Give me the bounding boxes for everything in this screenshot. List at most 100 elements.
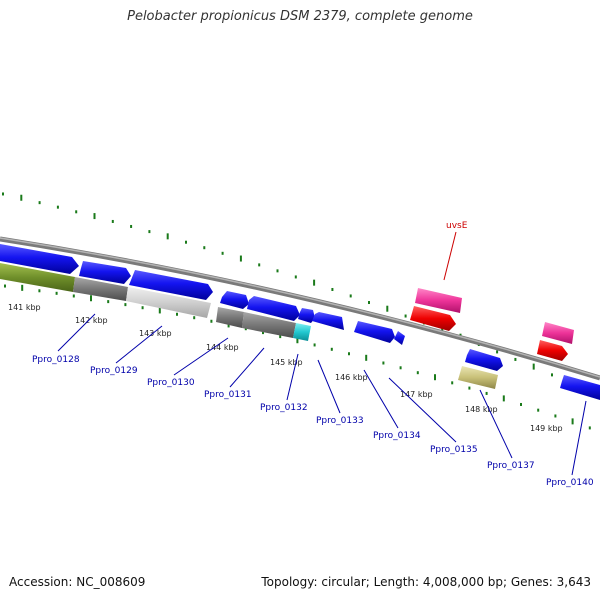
cds-ppro-0131-b[interactable] <box>247 296 300 321</box>
label-leader-line <box>286 353 299 401</box>
misc-feature-ppro-0131[interactable] <box>216 307 244 328</box>
lower-track-dot <box>107 300 110 304</box>
cds-ppro-0128[interactable] <box>0 244 79 274</box>
label-leader-line <box>57 313 96 352</box>
gene-ppro-0128[interactable] <box>0 263 75 292</box>
upper-track-dot <box>166 233 169 240</box>
lower-track-dot <box>365 354 368 361</box>
gene-label: Ppro_0131 <box>204 390 252 400</box>
gene-label: Ppro_0135 <box>430 445 478 455</box>
kbp-tick-label: 143 kbp <box>139 329 172 338</box>
lower-track-dot <box>434 374 436 381</box>
misc-feature-ppro-0129[interactable] <box>73 277 128 301</box>
map-title: Pelobacter propionicus DSM 2379, complet… <box>127 9 473 24</box>
lower-track-dot <box>4 284 6 288</box>
cds-ppro-0130[interactable] <box>129 270 213 300</box>
lower-track-dot <box>72 294 75 298</box>
gene-label: Ppro_0132 <box>260 403 308 413</box>
cds-ppro-0135[interactable] <box>394 331 405 345</box>
lower-track-dot <box>158 307 161 314</box>
label-leader-line <box>115 325 163 364</box>
upper-track-dot <box>276 269 279 273</box>
label-leader-line <box>363 369 399 429</box>
misc-feature-ppro-0133[interactable] <box>293 323 311 341</box>
gene-uvse[interactable] <box>415 288 462 313</box>
upper-track-dot <box>496 350 499 354</box>
upper-track-dot <box>20 194 23 201</box>
gene-label: Ppro_0140 <box>546 478 594 488</box>
misc-feature-ppro-0137[interactable] <box>458 366 498 389</box>
genome-backbone-highlight <box>0 237 600 378</box>
upper-track-dot <box>185 240 187 244</box>
upper-track-dot <box>130 224 133 228</box>
upper-track-dot <box>404 314 407 318</box>
upper-track-dot <box>386 305 389 312</box>
lower-track-dot <box>90 295 92 302</box>
lower-track-dot <box>176 312 178 316</box>
gene-label: Ppro_0129 <box>90 366 138 376</box>
cds-right-red[interactable] <box>537 340 568 361</box>
upper-track-dot <box>2 192 4 196</box>
lower-track-dot <box>141 306 144 310</box>
upper-track-dot <box>93 213 96 220</box>
upper-track-dot <box>148 230 151 234</box>
upper-track-dot <box>532 363 535 370</box>
cds-ppro-0131-a[interactable] <box>220 291 249 309</box>
cds-ppro-0134[interactable] <box>354 321 395 343</box>
lower-track-dot <box>262 331 264 335</box>
cds-ppro-0137[interactable] <box>465 349 503 371</box>
upper-track-dot <box>551 373 553 377</box>
label-leader-line <box>443 231 457 281</box>
gene-labels: Ppro_0128 Ppro_0129 Ppro_0130 Ppro_0131 Ppro… <box>32 221 594 488</box>
lower-track-dot <box>468 386 471 390</box>
gene-label: Ppro_0130 <box>147 378 195 388</box>
lower-track-dot <box>554 414 557 418</box>
lower-track-dot <box>330 347 333 351</box>
kbp-tick-label: 144 kbp <box>206 343 239 352</box>
upper-track-dot <box>514 357 517 361</box>
lower-track-dot <box>416 371 419 375</box>
label-leader-line <box>479 389 513 459</box>
lower-track-dot <box>124 303 127 307</box>
lower-track-dot <box>21 284 24 291</box>
misc-feature-ppro-0132[interactable] <box>242 312 296 338</box>
cds-ppro-0129[interactable] <box>79 261 131 284</box>
upper-track-dot <box>221 251 224 255</box>
lower-track-dot <box>520 402 522 406</box>
cds-ppro-0132[interactable] <box>298 308 315 323</box>
label-leader-line <box>317 359 341 414</box>
cds-ppro-0140[interactable] <box>560 375 600 400</box>
label-leader-line <box>388 377 457 443</box>
gene-right-pink[interactable] <box>542 322 574 344</box>
lower-track-dot <box>279 335 282 339</box>
upper-track-dot <box>294 275 297 279</box>
label-leader-line <box>229 347 265 388</box>
lower-track-dot <box>313 343 316 347</box>
kbp-tick-label: 142 kbp <box>75 316 108 325</box>
cds-uvse[interactable] <box>410 306 456 331</box>
kbp-tick-label: 148 kbp <box>465 405 498 414</box>
kbp-tick-label: 145 kbp <box>270 358 303 367</box>
lower-track-dot <box>55 291 58 295</box>
label-leader-line <box>571 400 587 476</box>
gene-label: Ppro_0134 <box>373 431 421 441</box>
lower-track-dot <box>537 408 540 412</box>
gene-label: Ppro_0133 <box>316 416 364 426</box>
genome-backbone <box>0 236 600 381</box>
upper-track-dot <box>203 246 206 250</box>
lower-track-dot <box>382 361 385 365</box>
gene-label: uvsE <box>446 221 468 231</box>
cds-ppro-0133[interactable] <box>312 312 344 330</box>
lower-track-dot <box>193 316 196 320</box>
upper-track-dot <box>111 219 114 223</box>
upper-track-dot <box>331 287 334 291</box>
lower-track-dot <box>485 391 488 395</box>
kbp-tick-label: 147 kbp <box>400 390 433 399</box>
kbp-tick-label: 141 kbp <box>8 303 41 312</box>
misc-feature-ppro-0130[interactable] <box>126 287 211 318</box>
lower-track-dot <box>399 366 402 370</box>
kbp-tick-label: 146 kbp <box>335 373 368 382</box>
upper-track-dot <box>258 263 261 267</box>
lower-track-dot <box>451 381 454 385</box>
